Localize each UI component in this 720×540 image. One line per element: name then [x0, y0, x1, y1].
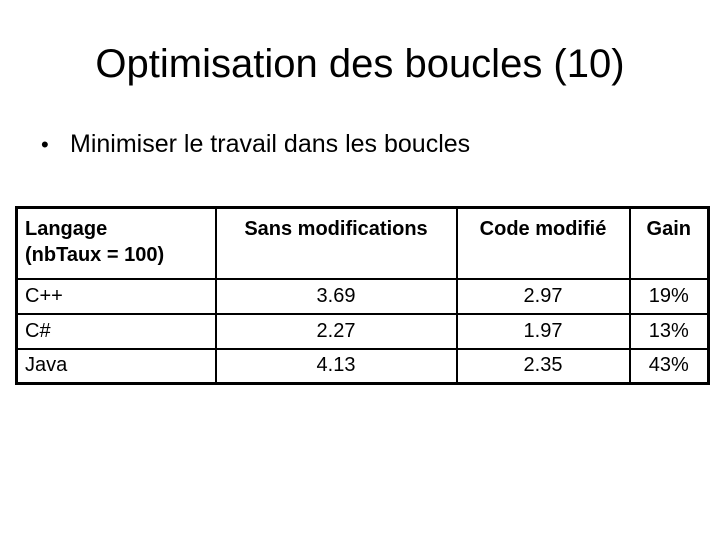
cell-gain: 19% — [628, 277, 710, 315]
page-title: Optimisation des boucles (10) — [95, 42, 625, 86]
table-row-csharp: C# 2.27 1.97 13% — [15, 312, 710, 350]
bullet-item: • Minimiser le travail dans les boucles — [41, 129, 470, 160]
header-langage: Langage (nbTaux = 100) — [15, 206, 217, 280]
header-code-modifie: Code modifié — [455, 206, 631, 280]
table-body: C++ 3.69 2.97 19% C# 2.27 1.97 13% Java … — [15, 277, 710, 385]
table-row-cpp: C++ 3.69 2.97 19% — [15, 277, 710, 315]
cell-gain: 13% — [628, 312, 710, 350]
cell-code-modifie: 2.35 — [455, 347, 631, 385]
header-sans-modifications: Sans modifications — [214, 206, 458, 280]
cell-code-modifie: 1.97 — [455, 312, 631, 350]
header-gain: Gain — [628, 206, 710, 280]
table-header-row: Langage (nbTaux = 100) Sans modification… — [15, 206, 710, 280]
cell-gain: 43% — [628, 347, 710, 385]
cell-code-modifie: 2.97 — [455, 277, 631, 315]
table-row-java: Java 4.13 2.35 43% — [15, 347, 710, 385]
cell-langage: C# — [15, 312, 217, 350]
bullet-text: Minimiser le travail dans les boucles — [70, 130, 471, 158]
cell-langage: C++ — [15, 277, 217, 315]
benchmark-table: Langage (nbTaux = 100) Sans modification… — [15, 206, 710, 385]
header-langage-line1: Langage — [25, 218, 108, 240]
cell-sans-modifications: 3.69 — [214, 277, 458, 315]
cell-sans-modifications: 4.13 — [214, 347, 458, 385]
table-header: Langage (nbTaux = 100) Sans modification… — [15, 206, 710, 280]
bullet-icon: • — [41, 132, 49, 157]
cell-langage: Java — [15, 347, 217, 385]
header-langage-line2: (nbTaux = 100) — [25, 244, 165, 266]
cell-sans-modifications: 2.27 — [214, 312, 458, 350]
